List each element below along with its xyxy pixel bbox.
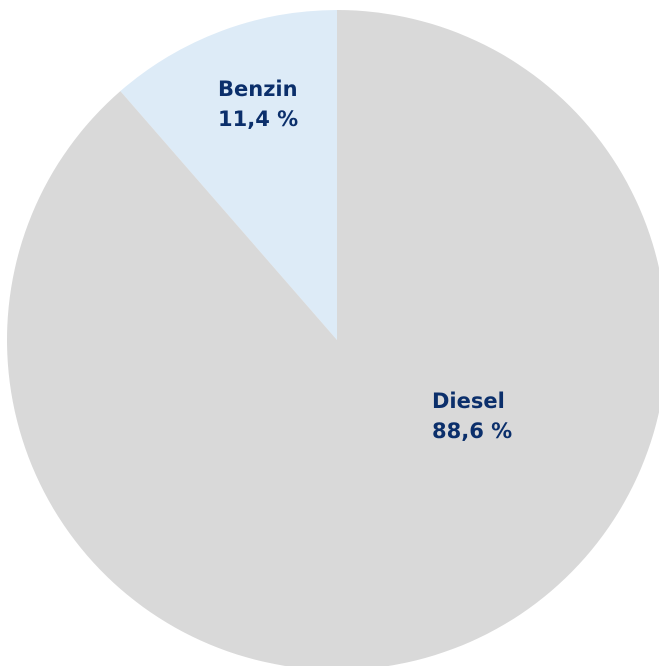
slice-value-label: 11,4 % bbox=[218, 107, 298, 131]
pie-slice-diesel bbox=[7, 10, 659, 666]
slice-name-label: Diesel bbox=[432, 389, 505, 413]
pie-slice-benzin bbox=[120, 10, 338, 340]
slice-value-label: 88,6 % bbox=[432, 419, 512, 443]
slice-name-label: Benzin bbox=[218, 77, 298, 101]
